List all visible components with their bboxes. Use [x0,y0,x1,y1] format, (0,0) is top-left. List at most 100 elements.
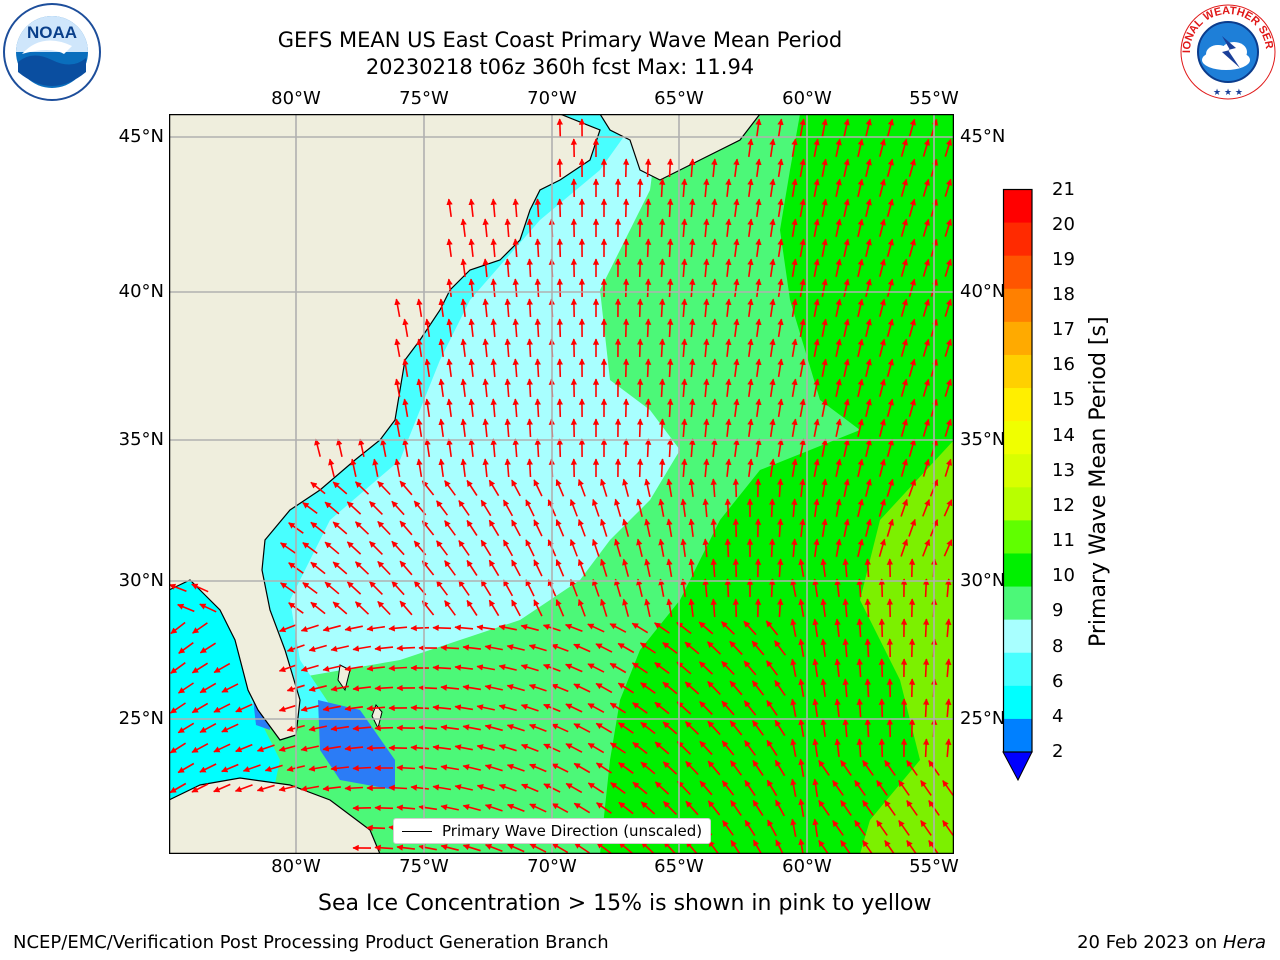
lon-tick-bottom-65w: 65°W [654,856,704,877]
wave-direction-arrow [191,742,209,754]
wave-direction-arrow [813,498,820,518]
wave-direction-arrow [640,682,656,694]
wave-direction-arrow [711,358,718,378]
wave-direction-arrow [878,578,886,598]
wave-direction-arrow [504,258,511,278]
wave-direction-arrow [644,478,651,497]
wave-direction-arrow [526,338,534,358]
wave-direction-arrow [798,718,805,738]
wave-direction-arrow [565,703,583,713]
wave-direction-arrow [462,843,481,852]
wave-direction-arrow [685,800,699,816]
wave-direction-arrow [399,560,413,576]
chart-subtitle: 20230218 t06z 360h fcst Max: 11.94 [365,55,755,79]
wave-direction-arrow [843,398,850,417]
wave-direction-arrow [884,800,896,816]
wave-direction-arrow [617,642,635,654]
wave-direction-arrow [502,579,514,597]
wave-direction-arrow [843,158,850,177]
wave-direction-arrow [898,820,910,836]
wave-direction-arrow [640,721,656,735]
wave-direction-arrow [498,664,517,671]
wave-direction-arrow [799,198,806,218]
wave-direction-arrow [310,601,326,615]
wave-direction-arrow [410,744,430,751]
wave-direction-arrow [336,438,343,457]
wave-direction-arrow [358,438,365,457]
wave-direction-arrow [526,378,534,398]
wave-direction-arrow [504,418,511,438]
wave-direction-arrow [410,624,430,632]
wave-direction-arrow [242,764,261,773]
wave-direction-arrow [577,598,586,617]
wave-direction-arrow [460,418,467,437]
wave-direction-arrow [330,685,349,692]
wave-direction-arrow [864,718,872,738]
wave-direction-arrow [330,645,349,652]
footer-date: 20 Feb 2023 on Hera [1077,932,1266,954]
wave-direction-arrow [944,458,953,477]
wave-direction-arrow [551,842,569,854]
wave-direction-arrow [577,558,586,577]
wave-period-map [169,114,954,854]
wave-direction-arrow [446,238,453,258]
wave-direction-arrow [213,743,231,753]
wave-direction-arrow [879,218,886,237]
wave-direction-arrow [790,778,797,797]
colorbar-segment [1003,222,1032,257]
map-legend: Primary Wave Direction (unscaled) [393,818,712,844]
wave-direction-arrow [662,761,678,775]
wave-direction-arrow [632,781,648,795]
wave-direction-arrow [308,685,327,692]
colorbar-tick-label: 15 [1052,389,1075,411]
wave-direction-arrow [488,479,500,497]
wave-direction-arrow [369,541,383,555]
wave-direction-arrow [942,780,954,796]
wave-direction-arrow [862,760,874,776]
wave-direction-arrow [631,622,649,634]
wave-direction-arrow [791,178,798,198]
wave-direction-arrow [526,458,534,478]
wave-direction-arrow [908,318,916,337]
wave-direction-arrow [777,398,784,418]
wave-direction-arrow [658,218,666,238]
wave-direction-arrow [842,718,849,738]
wave-direction-arrow [484,764,503,772]
wave-direction-arrow [799,158,806,178]
wave-direction-arrow [747,338,754,358]
wave-direction-arrow [777,598,784,618]
wave-direction-arrow [777,558,784,578]
wave-direction-arrow [512,438,519,458]
footer-date-text: 20 Feb 2023 on [1077,932,1223,953]
wave-direction-arrow [724,538,732,558]
wave-direction-arrow [354,481,370,495]
wave-direction-arrow [922,458,930,477]
wave-direction-arrow [394,338,401,358]
wave-direction-arrow [879,178,886,197]
wave-direction-arrow [791,538,798,558]
wave-direction-arrow [732,518,740,538]
wave-direction-arrow [908,198,916,217]
wave-direction-arrow [502,499,514,517]
lon-tick-top-60w: 60°W [782,88,832,109]
wave-direction-arrow [591,538,600,557]
wave-direction-arrow [636,298,644,318]
wave-direction-arrow [610,782,626,794]
wave-direction-arrow [835,338,842,357]
wave-direction-arrow [169,782,187,794]
wave-direction-arrow [777,198,784,218]
wave-direction-arrow [702,538,709,558]
wave-direction-arrow [768,498,776,518]
wave-direction-arrow [699,740,713,756]
wave-direction-arrow [777,238,784,258]
wave-direction-arrow [617,682,635,694]
wave-direction-arrow [609,662,627,674]
lon-tick-bottom-75w: 75°W [399,856,449,877]
wave-direction-arrow [769,258,776,278]
wave-direction-arrow [812,658,819,678]
wave-direction-arrow [900,298,908,317]
wave-direction-arrow [310,481,326,495]
wave-direction-arrow [922,338,930,357]
wave-direction-arrow [632,741,648,755]
wave-direction-arrow [476,624,496,631]
